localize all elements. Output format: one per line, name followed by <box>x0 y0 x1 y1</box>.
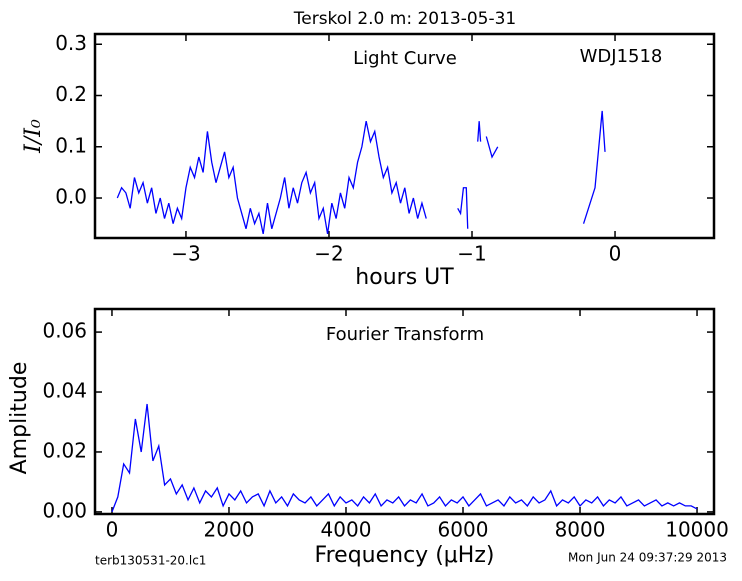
x-tick-label: −2 <box>314 242 343 266</box>
y-tick-label: 0.3 <box>55 31 87 55</box>
y-axis-label: I/I₀ <box>21 119 46 154</box>
x-tick-label: 0 <box>106 518 119 542</box>
y-tick-label: 0.2 <box>55 82 87 106</box>
y-tick-label: 0.04 <box>42 379 87 403</box>
y-tick-label: 0.06 <box>42 319 87 343</box>
footer-date: Mon Jun 24 09:37:29 2013 <box>568 551 727 565</box>
chart-title: Terskol 2.0 m: 2013-05-31 <box>293 9 517 29</box>
data-line <box>457 187 469 229</box>
x-tick-label: 4000 <box>321 518 372 542</box>
x-tick-label: 10000 <box>665 518 729 542</box>
data-line <box>111 403 698 513</box>
x-tick-label: 8000 <box>555 518 606 542</box>
axes-frame <box>93 32 716 240</box>
footer-file: terb130531-20.lc1 <box>95 554 206 568</box>
y-tick-label: 0.00 <box>42 498 87 522</box>
annotation: Fourier Transform <box>326 324 484 345</box>
y-tick-label: 0.1 <box>55 133 87 157</box>
x-tick-label: −3 <box>171 242 200 266</box>
y-axis-label: Amplitude <box>7 362 32 475</box>
data-line <box>485 136 499 159</box>
axes-frame <box>93 307 716 516</box>
x-tick-label: 6000 <box>438 518 489 542</box>
x-tick-label: 2000 <box>204 518 255 542</box>
x-tick-label: 0 <box>609 242 622 266</box>
data-line <box>116 121 427 235</box>
x-axis-label: Frequency (μHz) <box>315 543 495 568</box>
y-tick-label: 0.0 <box>55 185 87 209</box>
annotation: Light Curve <box>353 48 457 69</box>
annotation: WDJ1518 <box>580 46 663 67</box>
x-axis-label: hours UT <box>355 265 454 290</box>
data-line <box>582 110 606 224</box>
data-line <box>477 121 482 142</box>
y-tick-label: 0.02 <box>42 438 87 462</box>
x-tick-label: −1 <box>457 242 486 266</box>
